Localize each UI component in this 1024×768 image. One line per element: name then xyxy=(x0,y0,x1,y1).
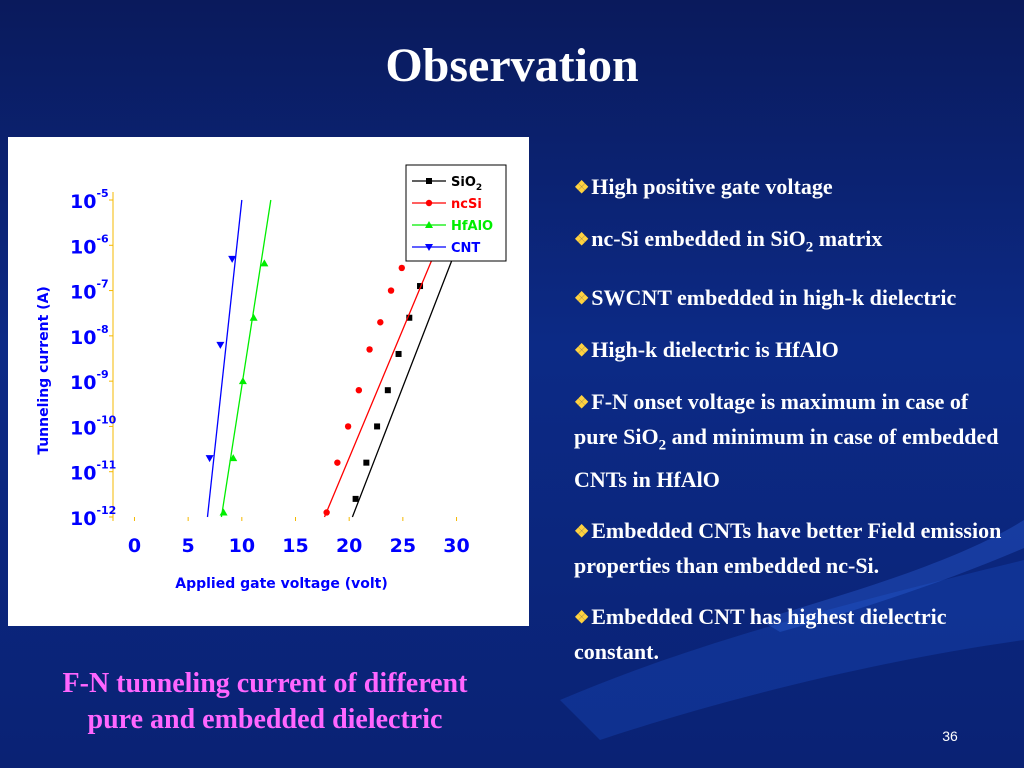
data-point xyxy=(426,178,432,184)
slide-title: Observation xyxy=(385,39,639,92)
data-point xyxy=(374,423,381,430)
data-point xyxy=(406,314,413,321)
bullet-item: ❖Embedded CNTs have better Field emissio… xyxy=(574,514,1004,583)
data-point xyxy=(323,509,330,516)
observation-bullet-list: ❖High positive gate voltage ❖nc-Si embedd… xyxy=(574,170,1004,686)
figure-caption: F-N tunneling current of different pure … xyxy=(10,666,520,738)
diamond-bullet-icon: ❖ xyxy=(574,607,590,627)
x-axis-label: Applied gate voltage (volt) xyxy=(175,576,388,592)
diamond-bullet-icon: ❖ xyxy=(574,230,590,249)
x-tick-label: 15 xyxy=(282,535,308,557)
diamond-bullet-icon: ❖ xyxy=(574,521,590,541)
data-point xyxy=(355,387,363,394)
data-point xyxy=(384,387,391,394)
data-point xyxy=(377,319,384,326)
bullet-text: Embedded CNTs have better Field emission… xyxy=(574,517,1002,578)
legend-label: ncSi xyxy=(451,197,482,212)
legend-label: CNT xyxy=(451,241,480,256)
bullet-item: ❖nc-Si embedded in SiO2 matrix xyxy=(574,222,1004,264)
caption-line-2: pure and embedded dielectric xyxy=(87,704,443,735)
data-point xyxy=(425,199,433,207)
chart-svg: 10-12 10-11 10-10 10-9 10-8 10-7 10-6 10-5 0 5 10 1… xyxy=(36,164,507,592)
diamond-bullet-icon: ❖ xyxy=(574,178,590,197)
series-sio xyxy=(351,219,464,518)
data-point xyxy=(395,350,402,357)
bullet-item: ❖F-N onset voltage is maximum in case of… xyxy=(574,385,1004,496)
series-line xyxy=(323,231,445,518)
bullet-text: High positive gate voltage xyxy=(591,174,833,199)
data-point xyxy=(387,287,395,294)
caption-line-1: F-N tunneling current of different xyxy=(62,668,468,699)
bullet-subscript: 2 xyxy=(805,239,814,256)
data-point xyxy=(260,259,269,267)
y-axis-label: Tunneling current (A) xyxy=(36,286,52,455)
data-point xyxy=(352,495,359,502)
series-hfalo xyxy=(219,199,272,518)
y-tick-label: 10-6 xyxy=(70,232,109,258)
bullet-text: Embedded CNT has highest dielectric cons… xyxy=(574,603,947,664)
bullet-text: F-N onset voltage is maximum in case of … xyxy=(574,389,969,450)
data-point xyxy=(344,423,352,430)
y-tick-label: 10-10 xyxy=(70,413,117,439)
data-point xyxy=(238,377,247,385)
data-point xyxy=(363,459,370,466)
y-tick-label: 10-7 xyxy=(70,278,109,304)
tunneling-current-chart: 10-12 10-11 10-10 10-9 10-8 10-7 10-6 10-5 0 5 10 1… xyxy=(8,137,529,626)
data-point xyxy=(425,221,433,228)
legend-label: SiO2 xyxy=(451,175,482,193)
bullet-text-tail: matrix xyxy=(813,226,883,251)
bullet-subscript: 2 xyxy=(658,437,667,454)
data-point xyxy=(219,508,228,516)
diamond-bullet-icon: ❖ xyxy=(574,341,590,361)
bullet-item: ❖Embedded CNT has highest dielectric con… xyxy=(574,600,1004,669)
y-tick-label: 10-8 xyxy=(70,323,109,349)
diamond-bullet-icon: ❖ xyxy=(574,393,590,413)
x-tick-label: 30 xyxy=(443,535,469,557)
x-tick-label: 20 xyxy=(336,535,362,557)
chart-series xyxy=(205,199,464,518)
chart-legend: SiO2 ncSi HfAlO CNT xyxy=(405,164,507,262)
series-line xyxy=(351,231,464,518)
data-point xyxy=(249,313,258,321)
bullet-text: nc-Si embedded in SiO xyxy=(591,226,806,251)
bullet-text-tail: and minimum in case of embedded CNTs in … xyxy=(574,424,999,492)
series-ncsi xyxy=(323,231,445,518)
x-tick-label: 5 xyxy=(182,535,195,557)
series-line xyxy=(206,199,243,518)
page-number: 36 xyxy=(942,728,958,744)
x-tick-label: 25 xyxy=(390,535,416,557)
y-tick-label: 10-5 xyxy=(70,187,109,213)
bullet-item: ❖SWCNT embedded in high-k dielectric xyxy=(574,281,1004,316)
data-point xyxy=(425,244,433,251)
x-tick-label: 0 xyxy=(128,535,141,557)
data-point xyxy=(334,459,341,466)
series-cnt xyxy=(205,199,243,518)
axis-ticks: 10-12 10-11 10-10 10-9 10-8 10-7 10-6 10-5 0 5 10 1… xyxy=(70,187,470,557)
x-tick-label: 10 xyxy=(229,535,255,557)
y-tick-label: 10-12 xyxy=(70,504,116,530)
data-point xyxy=(229,454,238,462)
legend-label: HfAlO xyxy=(451,219,493,234)
series-line xyxy=(220,199,272,518)
data-point xyxy=(228,255,237,263)
data-point xyxy=(366,346,373,353)
y-tick-label: 10-9 xyxy=(70,368,109,394)
data-point xyxy=(398,264,405,272)
bullet-text: SWCNT embedded in high-k dielectric xyxy=(591,285,957,311)
bullet-item: ❖High positive gate voltage xyxy=(574,170,1004,205)
data-point xyxy=(417,283,424,290)
bullet-item: ❖High-k dielectric is HfAlO xyxy=(574,333,1004,368)
bullet-text: High-k dielectric is HfAlO xyxy=(591,337,839,363)
data-point xyxy=(205,455,214,463)
data-point xyxy=(216,341,225,349)
diamond-bullet-icon: ❖ xyxy=(574,289,590,309)
y-tick-label: 10-11 xyxy=(70,459,116,485)
